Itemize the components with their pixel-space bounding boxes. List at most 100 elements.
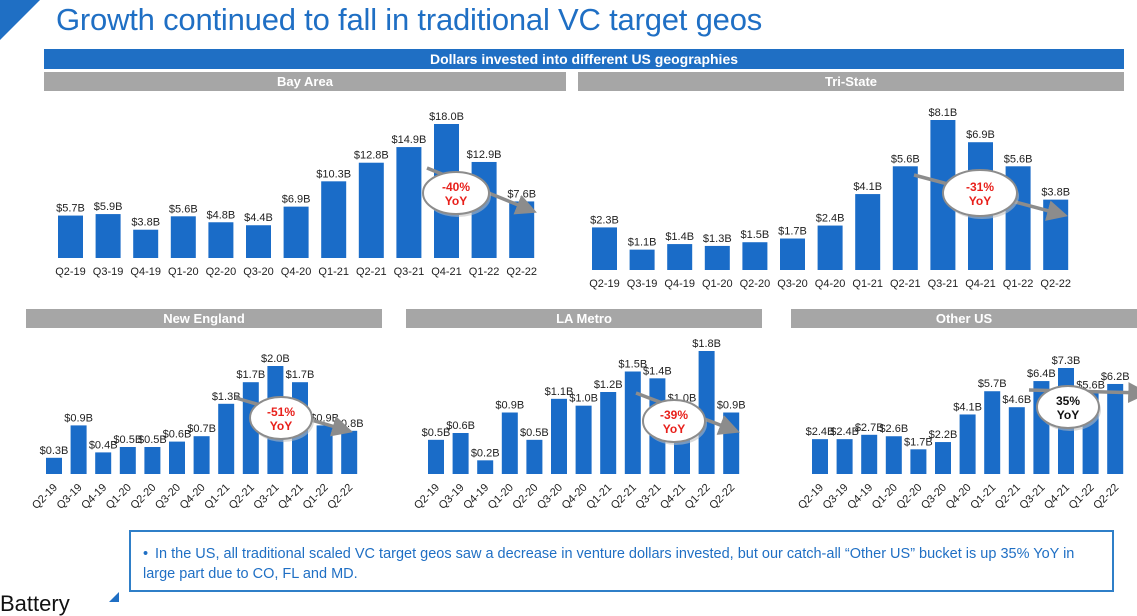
tick-label: Q1-20	[870, 482, 900, 512]
value-label: $8.1B	[929, 107, 958, 119]
tick-label: Q4-19	[461, 482, 491, 512]
tick-label: Q1-22	[1067, 482, 1097, 512]
brand-logo: Battery	[0, 591, 70, 616]
tick-label: Q2-20	[206, 266, 237, 278]
other-us-header-bar	[791, 309, 1137, 328]
value-label: $12.8B	[354, 150, 389, 162]
tick-label: Q4-21	[431, 266, 462, 278]
bar	[316, 425, 333, 474]
value-label: $5.7B	[56, 203, 85, 215]
value-label: $1.3B	[703, 233, 732, 245]
bar	[592, 227, 617, 270]
tick-label: Q1-22	[683, 482, 713, 512]
value-label: $18.0B	[429, 111, 464, 123]
other-us-yoy-value: 35%	[1056, 394, 1080, 408]
bar	[58, 215, 83, 258]
bar	[452, 433, 469, 474]
tick-label: Q3-19	[627, 278, 658, 290]
tick-label: Q4-21	[276, 482, 306, 512]
bar	[817, 225, 843, 270]
value-label: $0.5B	[520, 427, 549, 439]
new-england-title: New England	[163, 311, 245, 326]
tick-label: Q1-20	[702, 278, 733, 290]
tick-label: Q3-20	[243, 266, 274, 278]
value-label: $1.7B	[236, 369, 265, 381]
value-label: $1.3B	[212, 391, 241, 403]
tick-label: Q2-20	[740, 278, 771, 290]
value-label: $6.4B	[1027, 368, 1056, 380]
tick-label: Q2-22	[707, 482, 737, 512]
value-label: $1.5B	[618, 359, 647, 371]
tick-label: Q2-19	[412, 482, 442, 512]
tick-label: Q3-19	[55, 482, 85, 512]
tick-label: Q4-20	[815, 278, 846, 290]
tri-state-yoy-value: -31%	[966, 180, 994, 194]
tick-label: Q2-21	[993, 482, 1023, 512]
tick-label: Q1-22	[1003, 278, 1034, 290]
page-title: Growth continued to fall in traditional …	[56, 2, 763, 37]
value-label: $0.4B	[89, 439, 118, 451]
value-label: $0.6B	[446, 420, 475, 432]
value-label: $2.4B	[816, 213, 845, 225]
tick-label: Q3-21	[633, 482, 663, 512]
chart-new-england: New England $0.3B Q2-19 $0.9B Q3-19 $0.4B Q4-1…	[26, 309, 382, 512]
bar	[959, 414, 976, 474]
value-label: $5.6B	[1004, 153, 1033, 165]
value-label: $0.2B	[471, 447, 500, 459]
chart-tri-state: Tri-State $2.3B Q2-19 $1.1B Q3-19 $1.4B Q4-19 $…	[578, 72, 1124, 290]
tick-label: Q3-20	[777, 278, 808, 290]
new-england-yoy-value: -51%	[267, 405, 295, 419]
value-label: $0.3B	[40, 445, 69, 457]
bar	[119, 447, 136, 474]
value-label: $7.6B	[507, 188, 536, 200]
value-label: $1.1B	[545, 386, 574, 398]
bar	[855, 194, 881, 270]
bar	[144, 447, 161, 474]
bullet-dot: •	[143, 546, 149, 562]
bar	[169, 441, 185, 474]
tick-label: Q1-22	[301, 482, 331, 512]
other-us-title: Other US	[936, 311, 993, 326]
tick-label: Q1-21	[202, 482, 232, 512]
bay-area-yoy-bubble	[422, 171, 490, 215]
tick-label: Q3-20	[153, 482, 183, 512]
value-label: $1.7B	[904, 436, 933, 448]
tick-label: Q2-19	[55, 266, 86, 278]
tick-label: Q3-20	[535, 482, 565, 512]
bar	[133, 229, 159, 258]
tick-label: Q2-22	[1091, 482, 1121, 512]
value-label: $14.9B	[391, 134, 426, 146]
chart-other-us: Other US $2.4B Q2-19 $2.4B Q3-19 $2.7B Q4-19 $2…	[791, 309, 1137, 512]
tick-label: Q3-21	[1017, 482, 1047, 512]
tick-label: Q4-21	[1042, 482, 1072, 512]
tick-label: Q1-22	[469, 266, 500, 278]
value-label: $2.4B	[806, 426, 835, 438]
bar	[624, 371, 641, 474]
value-label: $3.8B	[1041, 187, 1070, 199]
value-label: $2.6B	[879, 423, 908, 435]
new-england-yoy-label: YoY	[270, 419, 292, 433]
tick-label: Q3-21	[251, 482, 281, 512]
bar	[935, 442, 951, 474]
la-metro-title: LA Metro	[556, 311, 612, 326]
bay-area-title: Bay Area	[277, 74, 334, 89]
value-label: $2.4B	[830, 426, 859, 438]
bay-area-yoy-value: -40%	[442, 180, 470, 194]
bar	[218, 403, 235, 474]
bar	[170, 216, 196, 258]
tick-label: Q1-21	[852, 278, 883, 290]
tick-label: Q4-19	[79, 482, 109, 512]
bar	[46, 457, 62, 474]
value-label: $4.8B	[207, 209, 236, 221]
la-metro-yoy-bubble	[642, 399, 706, 443]
value-label: $0.9B	[495, 400, 524, 412]
tick-label: Q3-21	[928, 278, 959, 290]
tri-state-header-bar	[578, 72, 1124, 91]
tick-label: Q4-19	[130, 266, 161, 278]
tick-label: Q4-20	[281, 266, 312, 278]
value-label: $5.6B	[891, 153, 920, 165]
value-label: $5.9B	[94, 201, 123, 213]
bar	[341, 430, 358, 474]
la-metro-yoy-label: YoY	[663, 422, 685, 436]
chart-bay-area: Bay Area $5.7B Q2-19 $5.9B Q3-19 $3.8B Q4-19 $5…	[44, 72, 566, 278]
